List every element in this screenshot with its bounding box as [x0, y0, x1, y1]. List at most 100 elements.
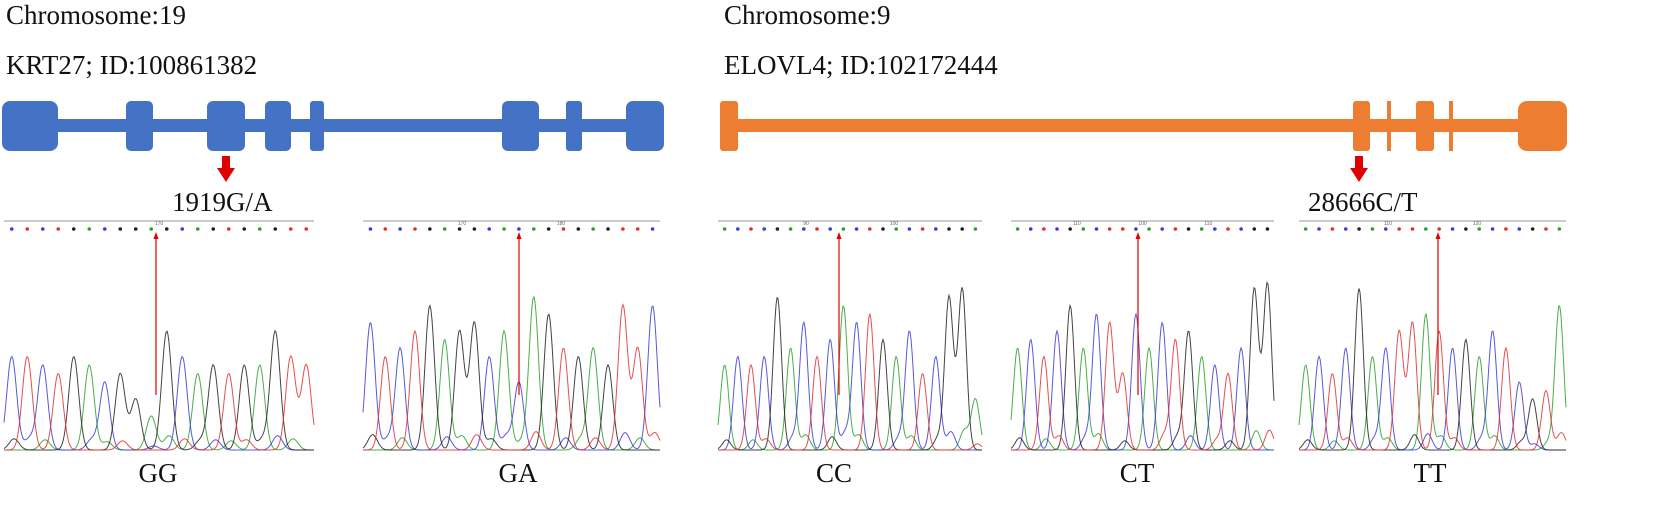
chromatogram-tick-label: 100 [1138, 221, 1147, 227]
base-call-dot [591, 227, 595, 231]
base-call-dot [56, 227, 61, 231]
snp-marker-arrowhead [1435, 232, 1441, 239]
base-call-dot [180, 227, 185, 231]
base-call-dot [1186, 227, 1191, 231]
base-call-dot [1490, 227, 1495, 231]
base-call-dot [1424, 227, 1428, 231]
right-exon-2 [1353, 101, 1370, 151]
trace-a [4, 364, 314, 451]
base-call-dot [788, 227, 793, 231]
trace-t [1011, 321, 1275, 451]
base-call-dot [1160, 227, 1165, 231]
base-call-dot [118, 227, 123, 231]
base-call-dot [9, 227, 14, 231]
base-call-dot [973, 227, 978, 231]
base-call-dot [907, 227, 912, 231]
base-call-dot [1120, 227, 1125, 231]
base-call-dot [502, 227, 506, 231]
base-call-dot [1437, 227, 1441, 231]
base-call-dot [226, 227, 231, 231]
base-call-dot [133, 227, 138, 231]
left-intron-backbone [10, 119, 660, 132]
snp-marker-arrowhead [1135, 232, 1141, 239]
base-call-dot [71, 227, 76, 231]
base-call-dot [1226, 227, 1230, 231]
chromatogram-tt: 110 120 [1298, 220, 1567, 451]
right-chromosome-label: Chromosome:9 [724, 0, 891, 30]
base-call-dot [635, 227, 640, 231]
base-call-dot [413, 227, 417, 231]
trace-t [4, 354, 315, 451]
base-call-dot [398, 227, 402, 231]
snp-marker-arrowhead [836, 232, 842, 239]
chromatogram-tick-label: 110 [1073, 221, 1081, 227]
base-call-dot [1068, 227, 1072, 231]
base-call-dot [442, 227, 447, 231]
base-call-dot [164, 227, 169, 231]
base-call-dot [650, 227, 655, 231]
right-exon-1 [720, 101, 738, 151]
base-call-dot [1397, 227, 1401, 231]
base-call-dot [894, 227, 898, 231]
base-call-dot [383, 227, 388, 231]
base-call-dot [1383, 227, 1388, 231]
base-call-dot [841, 227, 846, 231]
left-gene-id-label: KRT27; ID:100861382 [6, 50, 258, 80]
base-call-dot [1265, 227, 1270, 231]
chromatogram-tick-label: 180 [557, 221, 566, 227]
base-call-dot [1530, 227, 1535, 231]
base-call-dot [1081, 227, 1086, 231]
base-call-dot [1252, 227, 1257, 231]
base-call-dot [1357, 227, 1361, 231]
base-call-dot [257, 227, 262, 231]
base-call-dot [242, 227, 247, 231]
genotype-label-cc: CC [815, 458, 853, 488]
trace-a [717, 305, 983, 451]
left-chromosome-label: Chromosome:19 [6, 0, 186, 30]
left-exon-7 [566, 101, 582, 151]
base-call-dot [1055, 227, 1059, 231]
trace-c [362, 305, 661, 451]
base-call-dot [1343, 227, 1348, 231]
trace-c [718, 320, 982, 451]
base-call-dot [1303, 227, 1308, 231]
base-call-dot [1317, 227, 1321, 231]
left-exon-6 [502, 101, 539, 151]
right-snp-label: 28666C/T [1308, 187, 1418, 217]
base-call-dot [1450, 227, 1455, 231]
base-call-dot [749, 227, 753, 231]
trace-a [1010, 346, 1274, 451]
left-snp-label: 1919G/A [172, 187, 273, 217]
base-call-dot [288, 227, 293, 231]
base-call-dot [621, 227, 625, 231]
base-call-dot [428, 227, 432, 231]
base-call-dot [487, 227, 492, 231]
trace-g [362, 304, 660, 451]
base-call-dot [304, 227, 309, 231]
base-call-dot [1557, 227, 1562, 231]
base-call-dot [854, 227, 859, 231]
trace-c [3, 355, 314, 451]
base-call-dot [881, 227, 885, 231]
left-gene-structure [2, 101, 664, 182]
right-gene-id-label: ELOVL4; ID:102172444 [724, 50, 998, 80]
genotype-label-ct: CT [1119, 458, 1155, 488]
base-call-dot [802, 227, 806, 231]
right-intron-backbone [725, 119, 1555, 132]
base-call-dot [947, 227, 951, 231]
base-call-dot [722, 227, 727, 231]
chromatogram-tick-label: 100 [890, 221, 899, 227]
trace-c [1299, 330, 1566, 451]
trace-g [3, 329, 314, 451]
base-call-dot [102, 227, 107, 231]
base-call-dot [1015, 227, 1020, 231]
base-call-dot [457, 227, 462, 231]
base-call-dot [1477, 227, 1482, 231]
genotype-label-ga: GA [498, 458, 538, 488]
right-gene-structure [720, 101, 1567, 182]
chromatogram-tick-label: 170 [458, 221, 467, 227]
chromatogram-ct: 110 100 110 [1010, 220, 1275, 451]
base-call-dot [273, 227, 278, 231]
base-call-dot [1544, 227, 1548, 231]
